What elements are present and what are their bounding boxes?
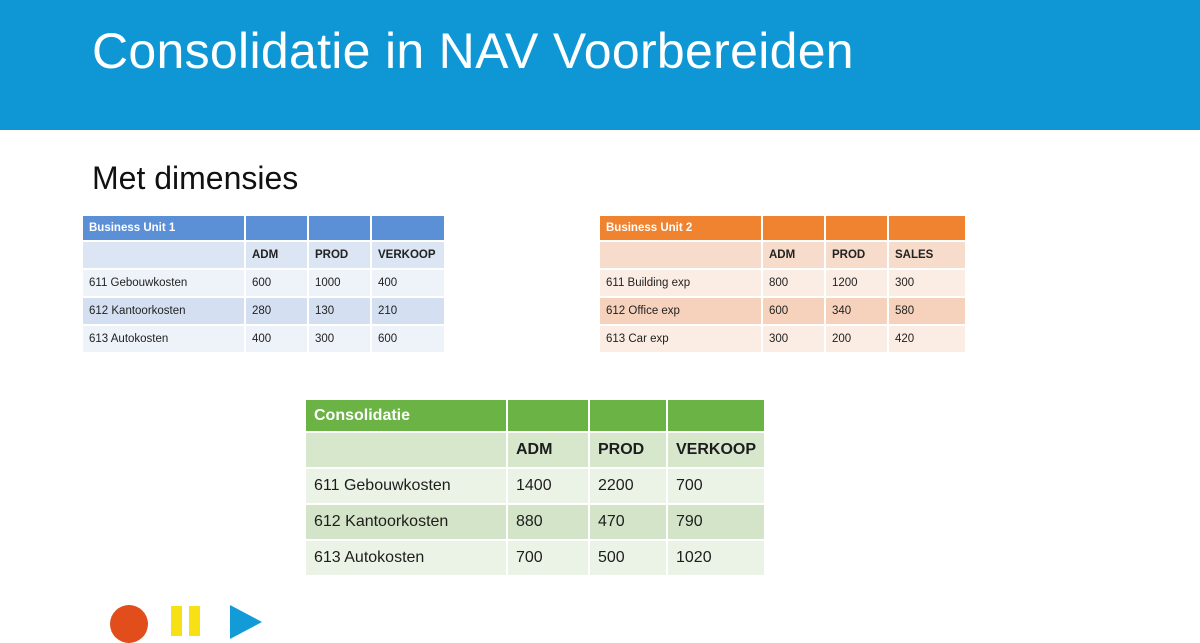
- cell-value: 500: [590, 541, 666, 575]
- cell-value: 300: [309, 326, 370, 352]
- row-label: 612 Office exp: [600, 298, 761, 324]
- row-label: 613 Autokosten: [83, 326, 244, 352]
- cell-value: 130: [309, 298, 370, 324]
- cell-value: 300: [763, 326, 824, 352]
- pause-icon[interactable]: [168, 606, 204, 636]
- cell-value: 280: [246, 298, 307, 324]
- table-title: Consolidatie: [306, 400, 506, 431]
- cell-value: 210: [372, 298, 444, 324]
- table-row: 611 Gebouwkosten 600 1000 400: [83, 270, 444, 296]
- table-row: 613 Autokosten 400 300 600: [83, 326, 444, 352]
- cell-value: 700: [508, 541, 588, 575]
- cell-value: 790: [668, 505, 764, 539]
- column-header-row: ADM PROD VERKOOP: [83, 242, 444, 268]
- column-header: ADM: [763, 242, 824, 268]
- cell-value: 600: [372, 326, 444, 352]
- column-header-row: ADM PROD SALES: [600, 242, 965, 268]
- table-row: 612 Kantoorkosten 880 470 790: [306, 505, 764, 539]
- row-label: 611 Gebouwkosten: [83, 270, 244, 296]
- cell-value: 300: [889, 270, 965, 296]
- table-row: 612 Office exp 600 340 580: [600, 298, 965, 324]
- column-header: VERKOOP: [668, 433, 764, 467]
- column-header: VERKOOP: [372, 242, 444, 268]
- table-row: 613 Autokosten 700 500 1020: [306, 541, 764, 575]
- consolidation-table: Consolidatie ADM PROD VERKOOP 611 Gebouw…: [304, 398, 766, 577]
- table-row: 611 Building exp 800 1200 300: [600, 270, 965, 296]
- cell-value: 580: [889, 298, 965, 324]
- row-label: 613 Car exp: [600, 326, 761, 352]
- cell-value: 2200: [590, 469, 666, 503]
- column-header: ADM: [508, 433, 588, 467]
- table-title: Business Unit 2: [600, 216, 761, 240]
- column-header-row: ADM PROD VERKOOP: [306, 433, 764, 467]
- column-header: SALES: [889, 242, 965, 268]
- column-header: PROD: [826, 242, 887, 268]
- table-row: 611 Gebouwkosten 1400 2200 700: [306, 469, 764, 503]
- cell-value: 1000: [309, 270, 370, 296]
- table-header-row: Business Unit 1: [83, 216, 444, 240]
- table-row: 613 Car exp 300 200 420: [600, 326, 965, 352]
- cell-value: 1400: [508, 469, 588, 503]
- row-label: 613 Autokosten: [306, 541, 506, 575]
- column-header: PROD: [309, 242, 370, 268]
- cell-value: 1020: [668, 541, 764, 575]
- business-unit-1-table: Business Unit 1 ADM PROD VERKOOP 611 Geb…: [81, 214, 446, 354]
- cell-value: 880: [508, 505, 588, 539]
- row-label: 612 Kantoorkosten: [83, 298, 244, 324]
- cell-value: 400: [372, 270, 444, 296]
- slide-subtitle: Met dimensies: [92, 160, 299, 196]
- cell-value: 200: [826, 326, 887, 352]
- table-header-row: Business Unit 2: [600, 216, 965, 240]
- cell-value: 800: [763, 270, 824, 296]
- business-unit-2-table: Business Unit 2 ADM PROD SALES 611 Build…: [598, 214, 967, 354]
- column-header: ADM: [246, 242, 307, 268]
- cell-value: 340: [826, 298, 887, 324]
- table-header-row: Consolidatie: [306, 400, 764, 431]
- slide-header: Consolidatie in NAV Voorbereiden: [0, 0, 1200, 130]
- table-title: Business Unit 1: [83, 216, 244, 240]
- row-label: 611 Gebouwkosten: [306, 469, 506, 503]
- row-label: 611 Building exp: [600, 270, 761, 296]
- record-icon[interactable]: [110, 605, 148, 643]
- cell-value: 600: [246, 270, 307, 296]
- cell-value: 420: [889, 326, 965, 352]
- cell-value: 470: [590, 505, 666, 539]
- cell-value: 400: [246, 326, 307, 352]
- table-row: 612 Kantoorkosten 280 130 210: [83, 298, 444, 324]
- slide-title: Consolidatie in NAV Voorbereiden: [92, 23, 854, 79]
- cell-value: 700: [668, 469, 764, 503]
- play-icon[interactable]: [230, 605, 262, 639]
- row-label: 612 Kantoorkosten: [306, 505, 506, 539]
- cell-value: 600: [763, 298, 824, 324]
- cell-value: 1200: [826, 270, 887, 296]
- column-header: PROD: [590, 433, 666, 467]
